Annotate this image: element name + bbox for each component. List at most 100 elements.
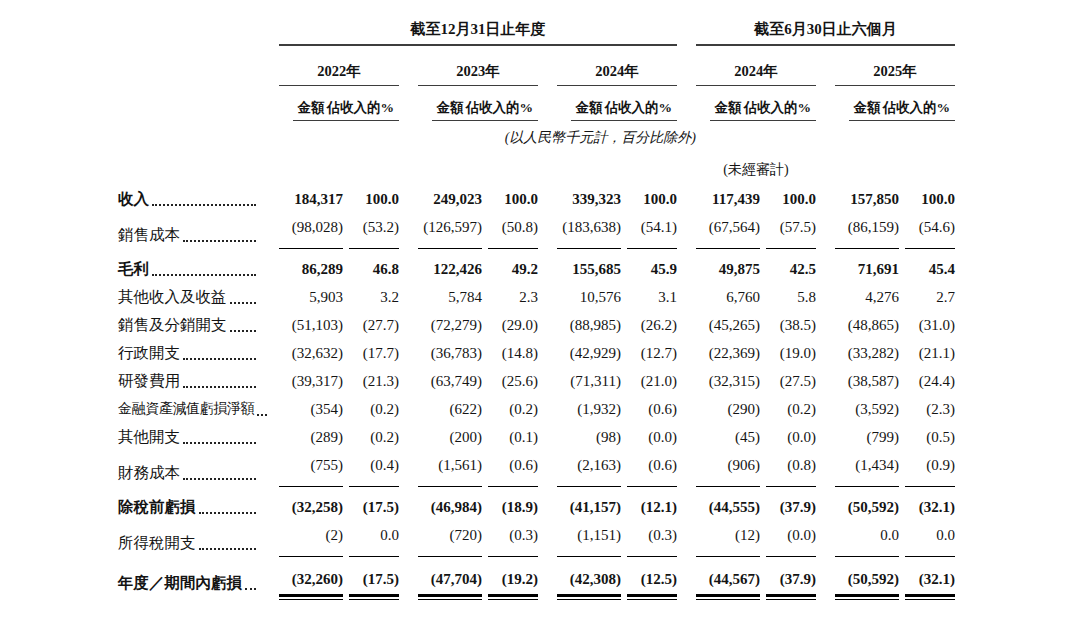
amount-cell: (12) xyxy=(696,521,760,557)
amount-cell: (32,258) xyxy=(279,493,343,521)
unit-note: (以人民幣千元計，百分比除外) xyxy=(505,129,696,147)
amount-cell: 10,576 xyxy=(557,283,621,311)
amount-cell: (1,434) xyxy=(835,451,899,487)
pct-cell: (19.0) xyxy=(766,339,816,367)
table-row: 收入184,317100.0249,023100.0339,323100.011… xyxy=(118,185,955,213)
pct-label: 佔收入的% xyxy=(600,99,678,121)
period-group-header-row: 截至12月31日止年度 截至6月30日止六個月 xyxy=(118,12,955,46)
pct-cell: (29.0) xyxy=(488,311,538,339)
pct-cell: 100.0 xyxy=(627,185,677,213)
pct-cell: 3.1 xyxy=(627,283,677,311)
dot-leader xyxy=(245,588,256,590)
pct-cell: (12.1) xyxy=(627,493,677,521)
pct-cell: (54.1) xyxy=(627,213,677,249)
row-label: 所得稅開支 xyxy=(118,521,258,557)
pct-cell: (12.5) xyxy=(627,565,677,597)
dot-leader xyxy=(152,204,256,206)
pct-cell: (0.0) xyxy=(766,521,816,557)
pct-cell: 100.0 xyxy=(488,185,538,213)
amount-cell: 5,903 xyxy=(279,283,343,311)
amount-cell: 86,289 xyxy=(279,255,343,283)
pct-cell: (0.3) xyxy=(488,521,538,557)
dot-leader xyxy=(183,442,256,444)
pct-cell: (25.6) xyxy=(488,367,538,395)
row-label: 其他開支 xyxy=(118,423,258,451)
period-group-title: 截至6月30日止六個月 xyxy=(696,20,955,46)
pct-cell: (12.7) xyxy=(627,339,677,367)
pct-cell: (0.8) xyxy=(766,451,816,487)
row-label: 銷售及分銷開支 xyxy=(118,311,258,339)
pct-cell: (37.9) xyxy=(766,493,816,521)
dot-leader xyxy=(230,330,257,332)
unaudited-note: (未經審計) xyxy=(723,161,788,179)
pct-cell: 45.9 xyxy=(627,255,677,283)
row-label: 行政開支 xyxy=(118,339,258,367)
dot-leader xyxy=(230,302,257,304)
year-header: 2022年 xyxy=(279,46,399,86)
pct-cell: (21.1) xyxy=(905,339,955,367)
amount-cell: (38,587) xyxy=(835,367,899,395)
amount-cell: (2,163) xyxy=(557,451,621,487)
amount-cell: (3,592) xyxy=(835,395,899,423)
amount-cell: (45) xyxy=(696,423,760,451)
amount-cell: (32,260) xyxy=(279,565,343,597)
table-row: 除稅前虧損(32,258)(17.5)(46,984)(18.9)(41,157… xyxy=(118,487,955,521)
dot-leader xyxy=(152,274,256,276)
pct-cell: 42.5 xyxy=(766,255,816,283)
pct-cell: (0.4) xyxy=(349,451,399,487)
pct-cell: 2.7 xyxy=(905,283,955,311)
row-label: 其他收入及收益 xyxy=(118,283,258,311)
amount-cell: 0.0 xyxy=(835,521,899,557)
table-row: 銷售及分銷開支(51,103)(27.7)(72,279)(29.0)(88,9… xyxy=(118,311,955,339)
amount-cell: (44,555) xyxy=(696,493,760,521)
dot-leader xyxy=(183,240,256,242)
amount-cell: (32,632) xyxy=(279,339,343,367)
amount-cell: (51,103) xyxy=(279,311,343,339)
year-header: 2025年 xyxy=(835,46,955,86)
amount-cell: (42,308) xyxy=(557,565,621,597)
amount-cell: 71,691 xyxy=(835,255,899,283)
financial-table: 截至12月31日止年度 截至6月30日止六個月 2022年 2023年 2024… xyxy=(118,12,955,597)
amount-cell: (126,597) xyxy=(418,213,482,249)
pct-cell: (17.5) xyxy=(349,565,399,597)
year-header: 2024年 xyxy=(557,46,677,86)
period-group-title: 截至12月31日止年度 xyxy=(279,20,677,46)
pct-cell: (0.2) xyxy=(349,395,399,423)
amount-cell: (22,369) xyxy=(696,339,760,367)
pct-cell: (37.9) xyxy=(766,565,816,597)
row-label: 財務成本 xyxy=(118,451,258,487)
pct-cell: (0.5) xyxy=(905,423,955,451)
table-row: 毛利86,28946.8122,42649.2155,68545.949,875… xyxy=(118,249,955,283)
pct-cell: (0.1) xyxy=(488,423,538,451)
pct-cell: 2.3 xyxy=(488,283,538,311)
amount-cell: (354) xyxy=(279,395,343,423)
pct-cell: 5.8 xyxy=(766,283,816,311)
amount-cell: (1,932) xyxy=(557,395,621,423)
pct-cell: (17.7) xyxy=(349,339,399,367)
amount-cell: (183,638) xyxy=(557,213,621,249)
amount-cell: 249,023 xyxy=(418,185,482,213)
row-label: 收入 xyxy=(118,185,258,213)
dot-leader xyxy=(257,414,267,416)
pct-cell: (0.2) xyxy=(766,395,816,423)
amount-cell: (42,929) xyxy=(557,339,621,367)
pct-cell: (32.1) xyxy=(905,565,955,597)
row-label: 年度／期間內虧損 xyxy=(118,565,258,597)
pct-label: 佔收入的% xyxy=(461,99,539,121)
pct-column-header: 佔收入的% xyxy=(760,86,816,121)
pct-cell: (38.5) xyxy=(766,311,816,339)
table-row: 其他收入及收益5,9033.25,7842.310,5763.16,7605.8… xyxy=(118,283,955,311)
amount-cell: (755) xyxy=(279,451,343,487)
table-row: 所得稅開支(2)0.0(720)(0.3)(1,151)(0.3)(12)(0.… xyxy=(118,521,955,557)
amount-cell: 6,760 xyxy=(696,283,760,311)
pct-label: 佔收入的% xyxy=(878,99,956,121)
table-row: 年度／期間內虧損(32,260)(17.5)(47,704)(19.2)(42,… xyxy=(118,557,955,597)
amount-cell: (36,783) xyxy=(418,339,482,367)
pct-cell: (0.6) xyxy=(627,451,677,487)
amount-cell: 5,784 xyxy=(418,283,482,311)
pct-cell: (50.8) xyxy=(488,213,538,249)
dot-leader xyxy=(183,386,256,388)
pct-cell: (19.2) xyxy=(488,565,538,597)
table-row: 財務成本(755)(0.4)(1,561)(0.6)(2,163)(0.6)(9… xyxy=(118,451,955,487)
amount-cell: (290) xyxy=(696,395,760,423)
